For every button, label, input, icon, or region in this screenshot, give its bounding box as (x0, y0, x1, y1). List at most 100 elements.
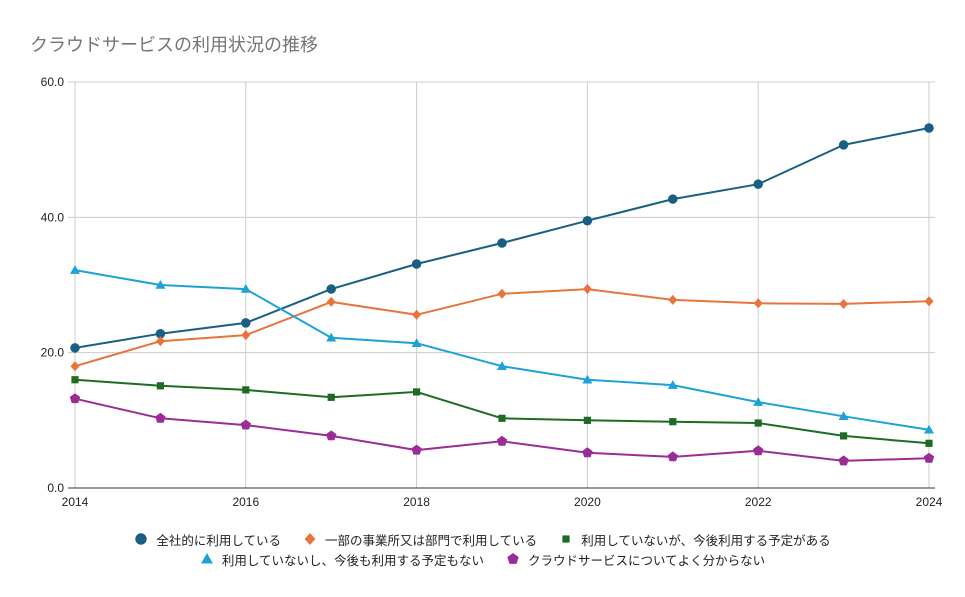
data-point (753, 397, 764, 406)
y-tick-label: 20.0 (41, 346, 65, 360)
x-tick-label: 2014 (62, 495, 89, 509)
data-point (241, 318, 251, 328)
data-point (413, 388, 421, 396)
legend-label: 利用していないが、今後利用する予定がある (581, 532, 831, 548)
data-point (326, 284, 336, 294)
data-point (240, 419, 251, 430)
data-point (924, 424, 934, 434)
data-point (582, 284, 592, 295)
legend-item[interactable]: 利用していないし、今後も利用する予定もない (200, 550, 484, 569)
data-point (155, 328, 166, 339)
data-point (326, 332, 337, 342)
data-point (667, 451, 678, 462)
legend-marker (507, 553, 519, 564)
data-point (669, 418, 677, 426)
data-point (924, 296, 934, 307)
data-point (753, 298, 763, 309)
x-tick-label: 2016 (232, 495, 259, 509)
legend-item[interactable]: 全社的に利用している (134, 530, 281, 549)
series-2 (71, 376, 933, 447)
data-point (753, 179, 763, 189)
legend-marker (562, 535, 570, 543)
legend-item[interactable]: 利用していないが、今後利用する予定がある (559, 530, 831, 549)
data-point (582, 374, 593, 384)
data-point (497, 238, 507, 248)
legend-marker (304, 533, 316, 545)
series-line (74, 378, 930, 445)
legend-label: 利用していないし、今後も利用する予定もない (221, 552, 484, 568)
data-point (496, 435, 508, 446)
data-point (155, 412, 166, 423)
data-point (838, 140, 849, 150)
data-point (838, 455, 849, 466)
data-point (412, 309, 422, 320)
data-point (70, 361, 80, 372)
data-point (583, 416, 591, 424)
x-axis-ticks: 2014 2016 2018 2020 2022 2024 (62, 495, 943, 509)
legend-marker (200, 553, 213, 564)
square-marker-icon (562, 535, 570, 543)
legend-item[interactable]: 一部の事業所又は部門で利用している (303, 530, 537, 549)
data-point (498, 414, 506, 422)
legend-label: 全社的に利用している (156, 532, 282, 548)
data-point (70, 265, 80, 274)
data-point (497, 361, 507, 370)
triangle-marker-icon (200, 553, 213, 564)
data-point (924, 123, 934, 133)
diamond-marker-icon (304, 533, 316, 545)
legend-label: クラウドサービスについてよく分からない (528, 552, 766, 568)
data-point (582, 215, 593, 226)
data-point (411, 444, 422, 455)
grid-lines (68, 81, 935, 489)
data-point (838, 411, 849, 421)
data-point (69, 393, 81, 404)
data-point (155, 336, 165, 347)
series-group (69, 123, 935, 466)
legend-label: 一部の事業所又は部門で利用している (325, 532, 538, 548)
data-point (840, 432, 848, 440)
data-point (242, 386, 250, 394)
data-point (327, 393, 335, 401)
series-4 (69, 393, 935, 466)
data-point (70, 343, 80, 353)
data-point (326, 296, 336, 307)
legend-row: 利用していないし、今後も利用する予定もない クラウドサービスについてよく分からない (0, 549, 965, 569)
series-0 (70, 123, 934, 353)
data-point (156, 382, 164, 390)
legend: 全社的に利用している 一部の事業所又は部門で利用している 利用していないが、今後利用… (0, 529, 965, 569)
pentagon-marker-icon (507, 553, 519, 564)
data-point (668, 294, 678, 305)
y-tick-label: 40.0 (41, 210, 65, 224)
data-point (754, 419, 762, 427)
data-point (411, 338, 422, 347)
legend-marker (135, 533, 148, 545)
data-point (497, 288, 507, 299)
data-point (240, 284, 251, 293)
data-point (923, 452, 935, 463)
y-axis-ticks: 0.0 20.0 40.0 60.0 (41, 75, 65, 495)
y-tick-label: 60.0 (41, 75, 65, 89)
data-point (925, 439, 933, 447)
series-line (74, 127, 930, 349)
series-1 (70, 284, 934, 372)
legend-row: 全社的に利用している 一部の事業所又は部門で利用している 利用していないが、今後利用… (0, 529, 965, 549)
series-3 (70, 265, 934, 434)
data-point (667, 380, 678, 389)
x-tick-label: 2022 (745, 495, 772, 509)
x-tick-label: 2018 (403, 495, 430, 509)
y-tick-label: 0.0 (47, 481, 64, 495)
legend-item[interactable]: クラウドサービスについてよく分からない (506, 550, 765, 569)
circle-marker-icon (135, 533, 148, 545)
data-point (582, 447, 593, 458)
data-point (411, 259, 422, 269)
data-point (241, 330, 251, 341)
data-point (839, 298, 849, 309)
data-point (326, 430, 337, 441)
data-point (668, 194, 678, 204)
data-point (71, 376, 79, 384)
x-tick-label: 2024 (916, 495, 943, 509)
data-point (155, 280, 166, 289)
data-point (753, 445, 764, 456)
chart-title: クラウドサービスの利用状況の推移 (30, 35, 318, 56)
